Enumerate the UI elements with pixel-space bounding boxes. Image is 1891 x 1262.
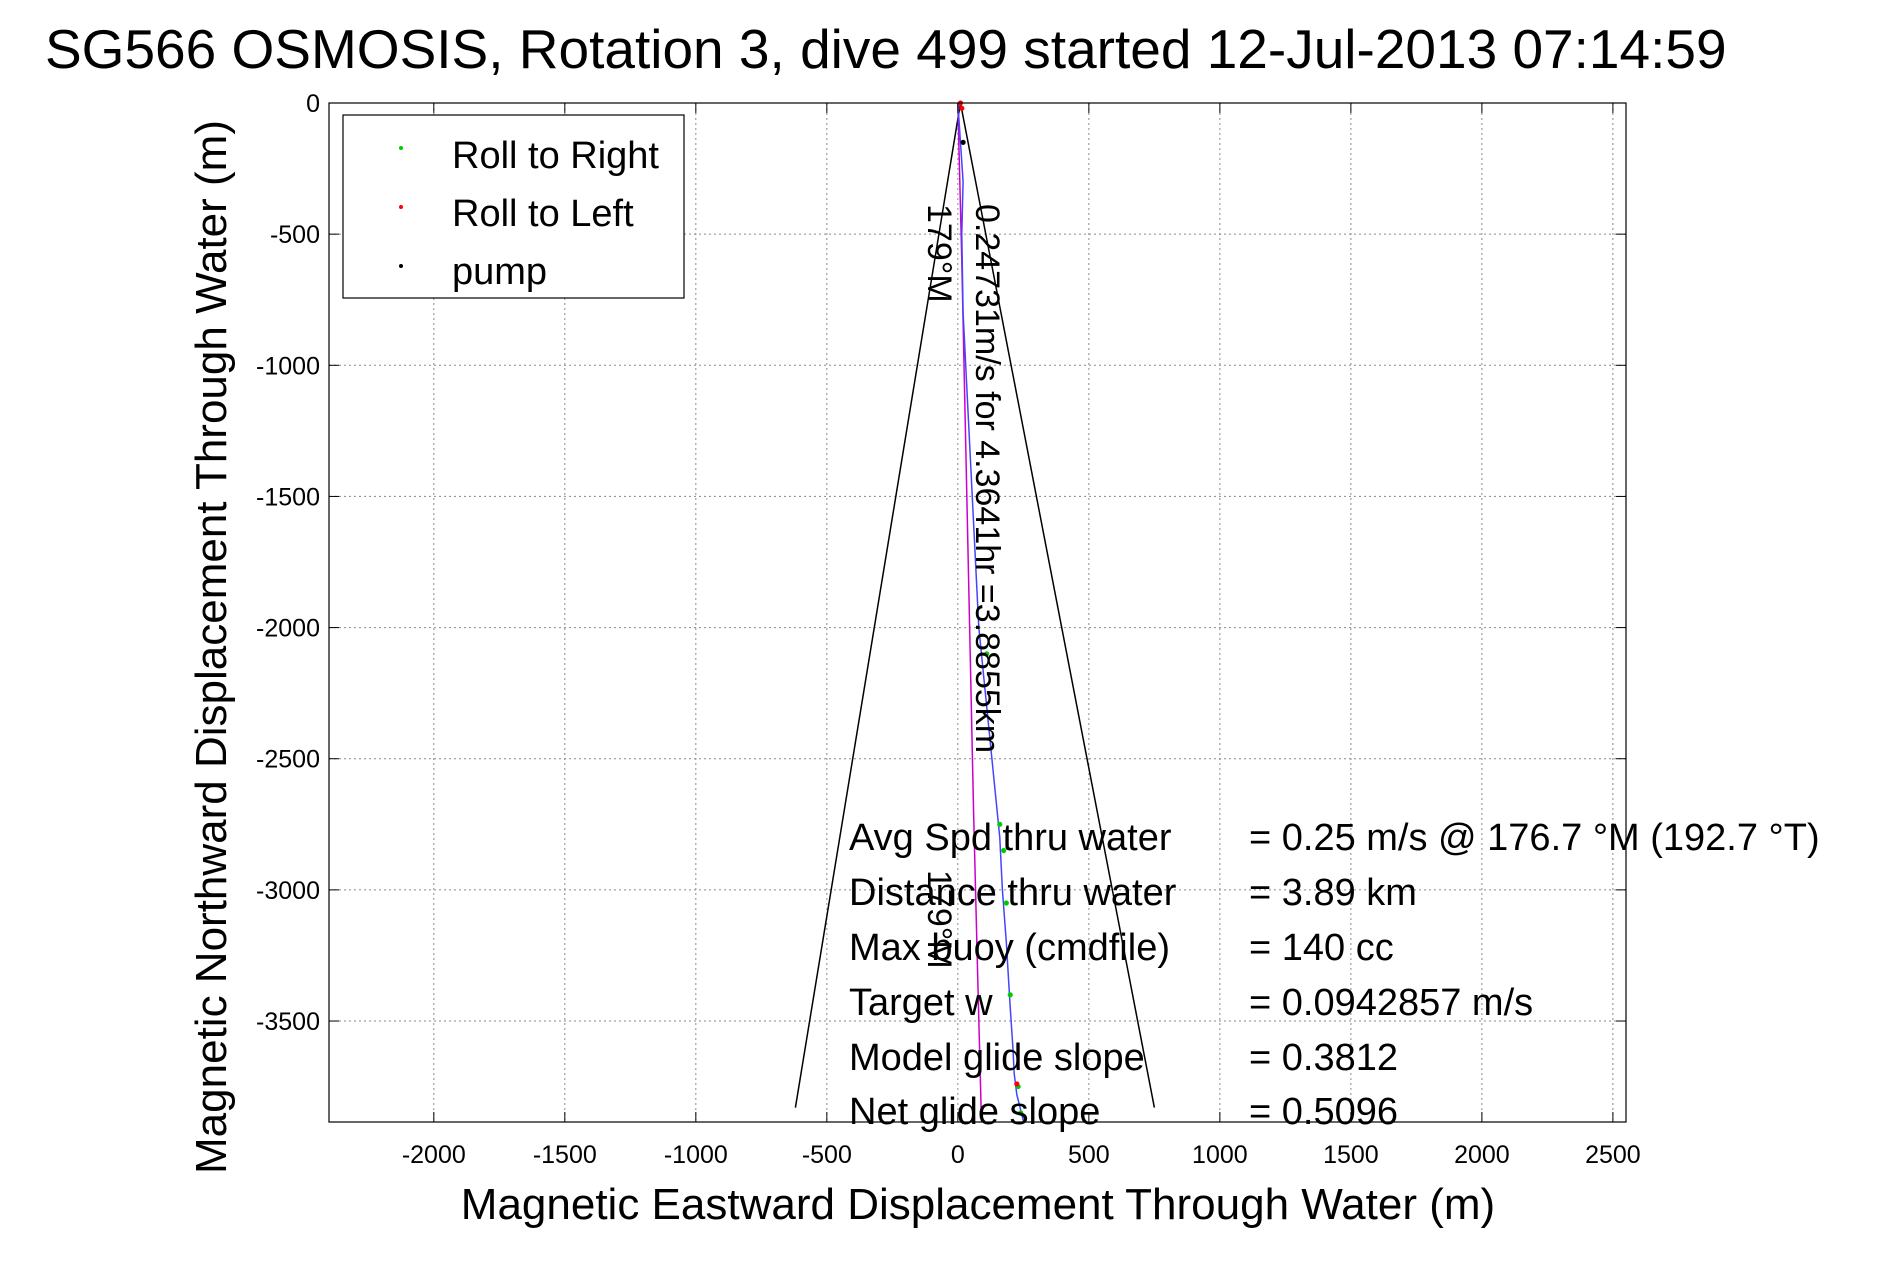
legend-marker-roll-right [399,146,403,150]
y-tick-label: -1500 [256,483,320,511]
stat-label-distance: Distance thru water [849,872,1177,914]
x-tick-label: -2000 [402,1141,466,1169]
legend: Roll to Right Roll to Left pump [342,114,685,299]
rotated-annotations: 179°M 179°M 0.24731m/s for 4.3641hr =3.8… [920,204,1006,969]
axes-frame [328,102,1627,1123]
x-tick-label: 1000 [1192,1141,1248,1169]
y-tick-label: -1000 [256,352,320,380]
heading-lines [794,102,1156,1108]
y-tick-label: -3000 [256,877,320,905]
legend-label-roll-right: Roll to Right [452,135,659,177]
point-roll-to-right [1001,847,1007,854]
heading-annotation-top: 179°M [920,204,958,303]
legend-label-roll-left: Roll to Left [452,193,634,235]
y-tick-labels: 0 -500 -1000 -1500 -2000 -2500 -3000 -3500 [256,90,320,1036]
point-roll-to-left [1014,1081,1020,1087]
stat-value-net-glide: = 0.5096 [1249,1091,1398,1133]
y-tick-label: -2000 [256,615,320,643]
chart-title: SG566 OSMOSIS, Rotation 3, dive 499 star… [45,18,1727,80]
x-tick-label: 1500 [1323,1141,1379,1169]
y-axis-label: Magnetic Northward Displacement Through … [187,120,236,1174]
x-tick-label: 0 [951,1141,965,1169]
speed-annotation: 0.24731m/s for 4.3641hr =3.8855km [968,204,1006,753]
x-tick-label: -1500 [533,1141,597,1169]
tracks [957,102,1025,1121]
x-tick-label: -1000 [664,1141,728,1169]
x-tick-label: 500 [1068,1141,1110,1169]
dive-statistics: Avg Spd thru water = 0.25 m/s @ 176.7 °M… [849,817,1820,1133]
stat-value-model-glide: = 0.3812 [1249,1037,1398,1079]
point-roll-to-left [959,105,965,111]
point-roll-to-right [1003,900,1009,906]
heading-annotation-bottom: 179°M [920,870,958,969]
x-tick-labels: -2000 -1500 -1000 -500 0 500 1000 1500 2000 2500 [402,1141,1641,1169]
stat-label-max-buoy: Max buoy (cmdfile) [849,927,1170,969]
legend-marker-pump [399,264,403,268]
stat-value-distance: = 3.89 km [1249,872,1417,914]
stat-value-max-buoy: = 140 cc [1249,927,1394,969]
x-axis-label: Magnetic Eastward Displacement Through W… [461,1180,1495,1229]
stat-label-net-glide: Net glide slope [849,1091,1100,1133]
heading-line-left [794,102,962,1108]
point-roll-to-right [984,651,990,657]
x-tick-label: 2500 [1585,1141,1641,1169]
y-tick-label: -3500 [256,1008,320,1036]
y-tick-label: 0 [306,90,320,118]
y-tick-label: -2500 [256,746,320,774]
stat-value-target-w: = 0.0942857 m/s [1249,982,1533,1024]
heading-line-right [959,102,1156,1108]
point-roll-to-right [997,821,1003,827]
x-tick-label: -500 [802,1141,852,1169]
x-tick-label: 2000 [1454,1141,1510,1169]
stat-label-target-w: Target w [849,982,993,1024]
stat-value-avg-speed: = 0.25 m/s @ 176.7 °M (192.7 °T) [1249,817,1820,859]
glider-track-line [957,102,1025,1121]
point-roll-to-right [1018,1110,1024,1116]
ticks [329,102,1626,1122]
legend-label-pump: pump [452,251,547,293]
point-pump [960,139,966,145]
data-points [957,100,1024,1116]
y-tick-label: -500 [270,221,320,249]
point-roll-to-right [1007,992,1013,998]
legend-marker-roll-left [399,205,403,209]
stat-label-avg-speed: Avg Spd thru water [849,817,1172,859]
stat-label-model-glide: Model glide slope [849,1037,1145,1079]
